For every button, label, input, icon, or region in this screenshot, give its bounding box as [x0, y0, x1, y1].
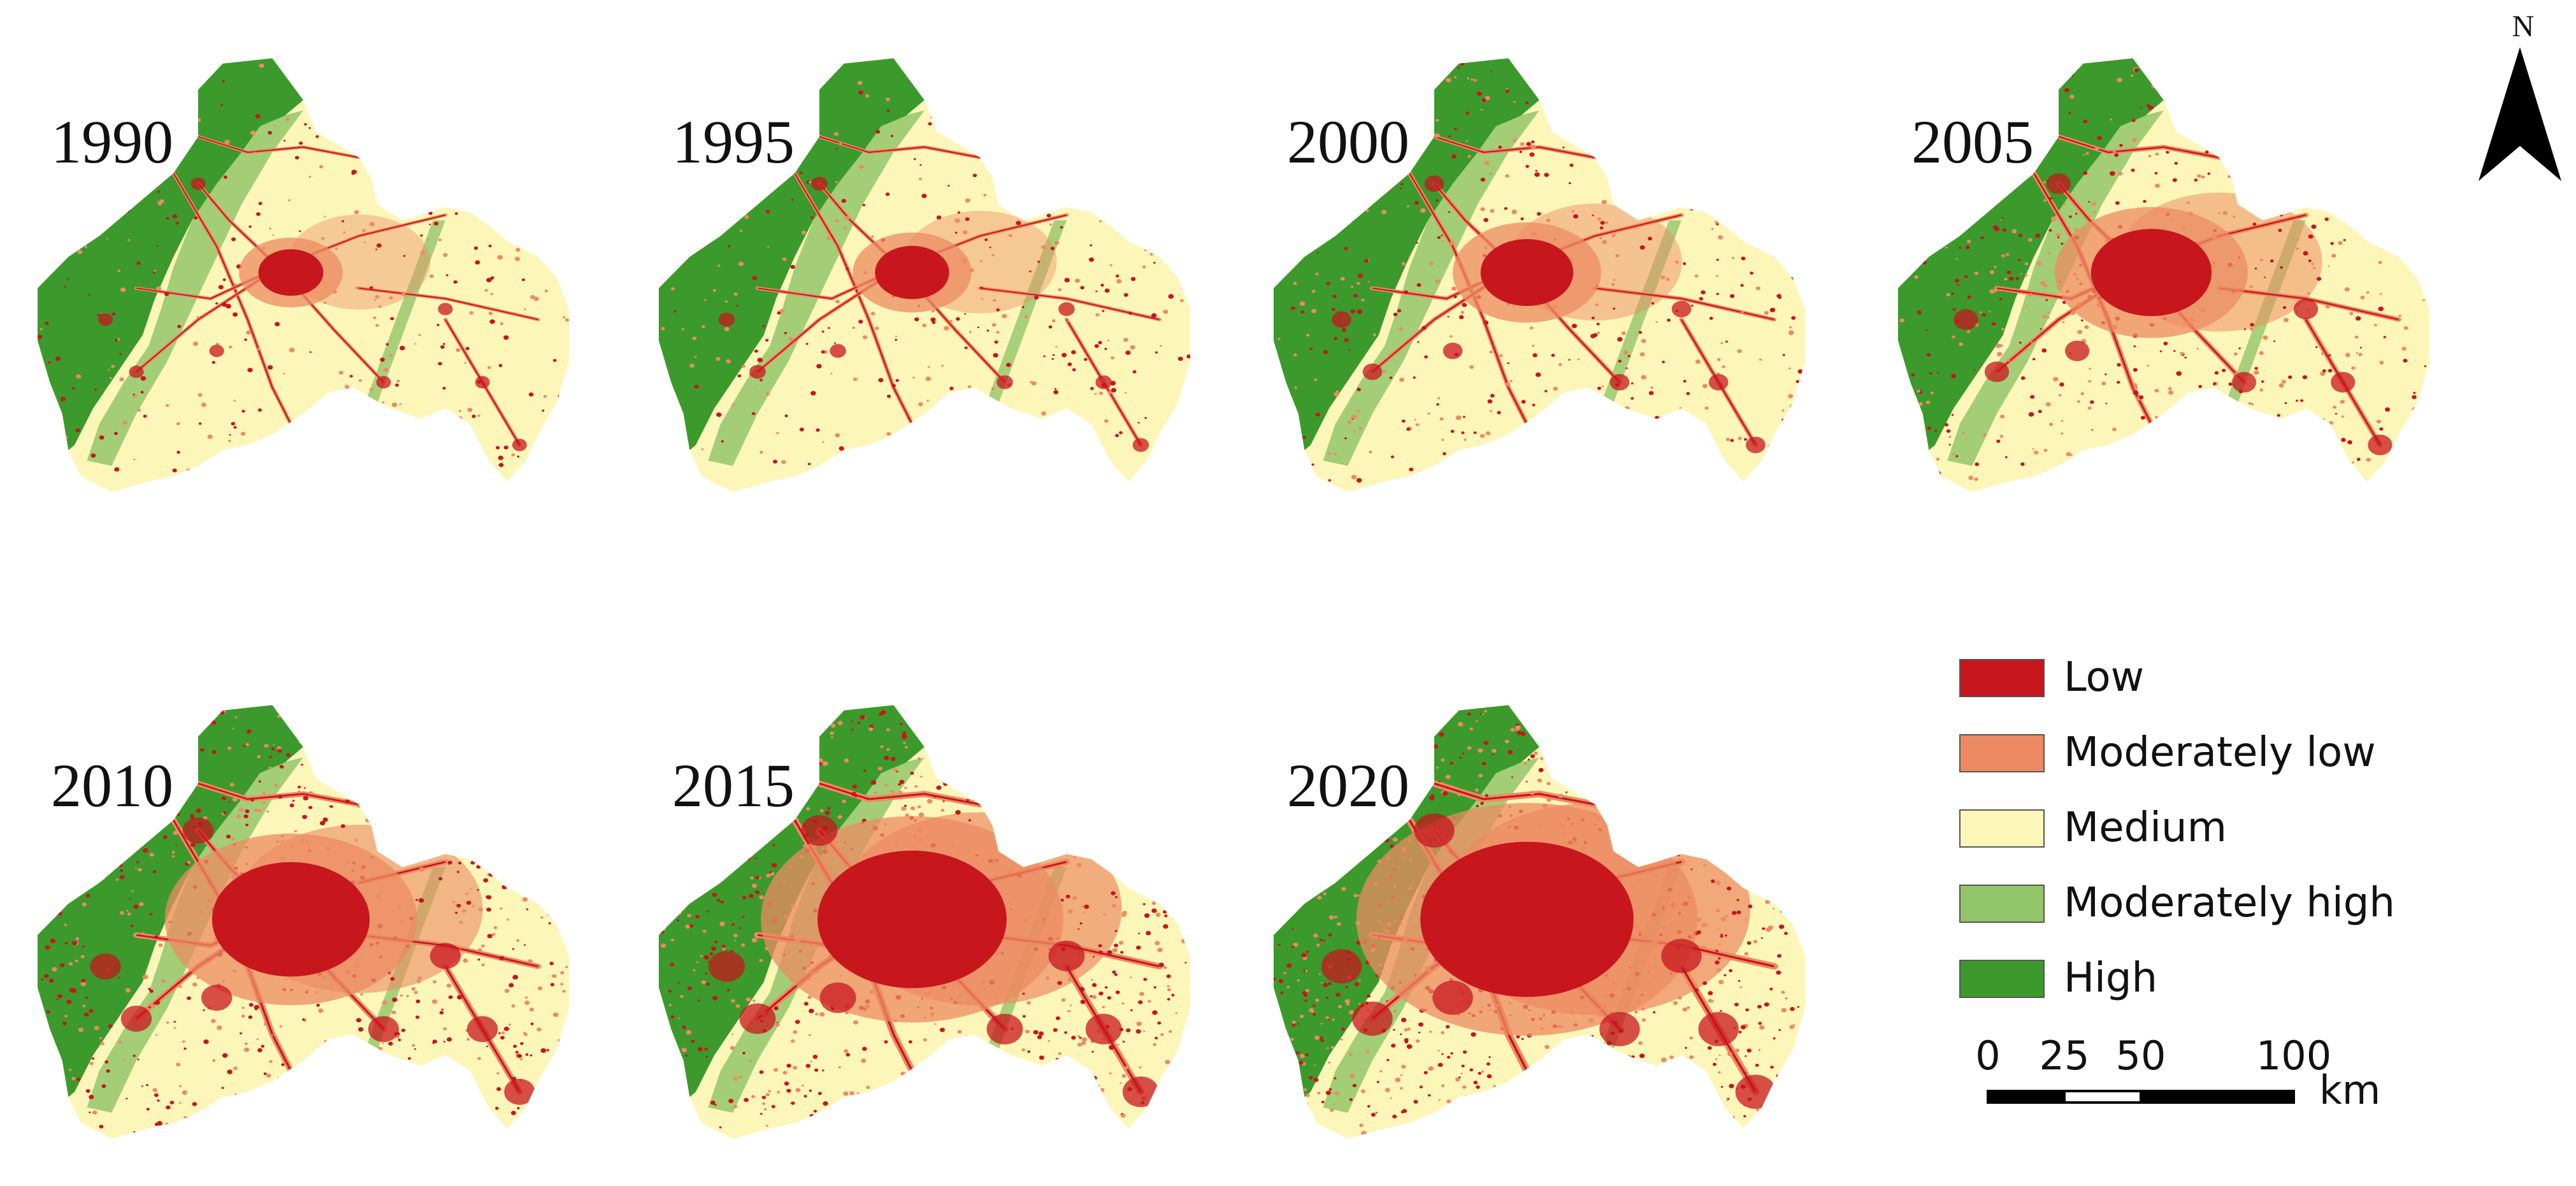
panel-year-label: 1995 [672, 108, 795, 176]
scale-segment-1 [2063, 1090, 2142, 1104]
scale-segment-2 [2140, 1090, 2295, 1104]
urban-core-2005 [2090, 229, 2212, 317]
urban-core-1995 [875, 245, 949, 300]
legend-item-moderately-high: Moderately high [1959, 877, 2533, 928]
urban-core-2015 [817, 850, 1007, 988]
legend-item-medium: Medium [1959, 802, 2533, 853]
panel-year-label: 2010 [51, 751, 173, 820]
legend-swatch-moderately-high [1959, 885, 2045, 923]
legend-label-low: Low [2064, 654, 2145, 701]
scale-segment-0 [1987, 1090, 2066, 1104]
urban-core-2000 [1480, 239, 1574, 307]
legend-item-low: Low [1959, 651, 2533, 702]
scale-bar: 0 25 50 100 km [1975, 1032, 2380, 1113]
urban-core-2010 [212, 862, 370, 977]
north-arrow-label: N [2512, 10, 2535, 43]
map-panel-2005 [1897, 58, 2430, 492]
map-panel-1995 [658, 58, 1191, 492]
legend-swatch-medium [1959, 809, 2045, 848]
legend-swatch-high [1959, 960, 2045, 998]
scale-tick-50: 50 [2115, 1032, 2166, 1079]
panel-year-label: 1990 [51, 108, 173, 176]
legend-swatch-moderately-low [1959, 734, 2045, 772]
panel-year-label: 2005 [1911, 108, 2034, 176]
scale-bar-graphic [1987, 1090, 2295, 1104]
panel-year-label: 2000 [1287, 108, 1409, 176]
panel-year-label: 2015 [672, 751, 795, 820]
urban-core-2020 [1420, 841, 1634, 997]
legend-item-moderately-low: Moderately low [1959, 727, 2533, 777]
legend-label-moderately-high: Moderately high [2064, 879, 2395, 927]
scale-unit: km [2319, 1067, 2381, 1113]
legend-label-medium: Medium [2064, 804, 2227, 851]
legend-swatch-low [1959, 659, 2045, 697]
map-panel-2020 [1273, 705, 1806, 1139]
map-panel-2000 [1273, 58, 1806, 492]
scale-tick-25: 25 [2039, 1032, 2090, 1079]
north-arrow-icon [2479, 47, 2561, 181]
map-panel-2015 [658, 705, 1191, 1139]
urban-core-1990 [258, 249, 324, 296]
scale-tick-0: 0 [1975, 1032, 2001, 1079]
region-high [1897, 58, 2164, 451]
region-high [658, 58, 925, 451]
legend-label-high: High [2064, 955, 2158, 1002]
panel-year-label: 2020 [1287, 751, 1409, 820]
region-high [37, 58, 303, 451]
legend-item-high: High [1959, 952, 2533, 1003]
legend-label-moderately-low: Moderately low [2064, 729, 2376, 776]
scale-tick-100: 100 [2256, 1032, 2332, 1079]
region-high [1273, 58, 1539, 451]
